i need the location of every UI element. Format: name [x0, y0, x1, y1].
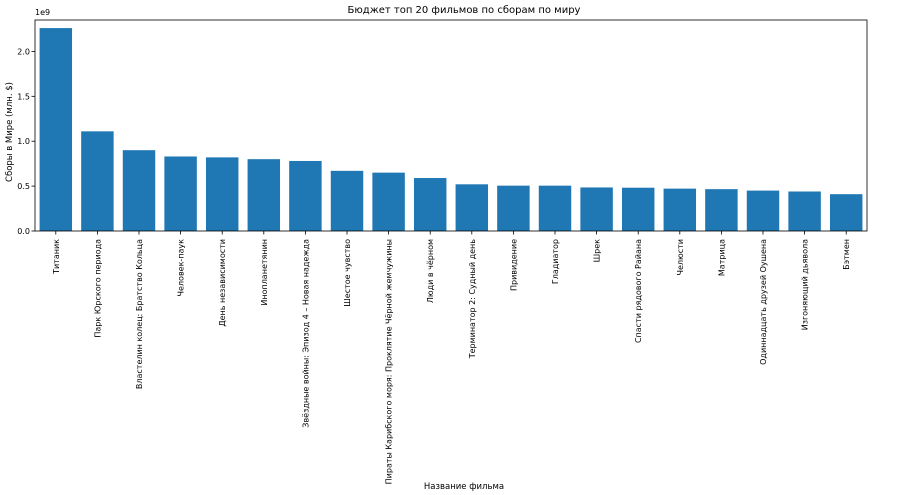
x-tick-label: Челюсти [676, 239, 685, 276]
bar [538, 185, 572, 231]
x-tick-label: Пираты Карибского моря: Проклятие Чёрной… [385, 239, 394, 484]
x-tick-label: Шестое чувство [343, 239, 352, 307]
x-tick-label: Матрица [717, 239, 726, 276]
bar [39, 28, 73, 231]
bar [497, 185, 530, 231]
x-tick-label: День независимости [218, 239, 227, 327]
x-tick-label: Человек-паук [177, 239, 186, 297]
x-tick-label: Гладиатор [551, 239, 560, 284]
x-tick-label: Одиннадцать друзей Оушена [759, 239, 768, 365]
bar [788, 191, 821, 231]
bar [829, 194, 863, 231]
y-tick-label: 0.0 [17, 227, 30, 236]
plot-frame [34, 19, 868, 232]
y-tick-label: 0.5 [17, 182, 30, 191]
bar [621, 187, 655, 231]
bar [663, 188, 697, 231]
bar [122, 150, 156, 231]
x-tick-label: Инопланетянин [260, 239, 269, 306]
x-tick-label: Спасти рядового Райана [634, 239, 643, 343]
bar [705, 189, 738, 231]
x-tick-label: Парк Юрского периода [93, 239, 102, 338]
bar [746, 190, 780, 231]
x-axis-label: Название фильма [424, 482, 504, 492]
x-tick-label: Шрек [593, 239, 602, 263]
bar [81, 131, 114, 231]
y-tick-label: 1.0 [17, 137, 30, 146]
y-axis-label: Сборы в Мире (млн. $) [5, 82, 15, 182]
bar [289, 160, 322, 231]
y-tick-label: 2.0 [17, 47, 30, 56]
x-tick-label: Звёздные войны: Эпизод 4 – Новая надежда [301, 239, 310, 428]
bar [580, 187, 613, 231]
x-tick-label: Привидение [509, 239, 518, 291]
bar [247, 159, 281, 231]
x-tick-label: Терминатор 2: Судный день [468, 239, 477, 360]
y-offset-label: 1e9 [35, 8, 50, 17]
x-tick-label: Бэтмен [842, 239, 851, 270]
x-tick-label: Изгоняющий дьявола [801, 239, 810, 330]
bar [455, 184, 489, 231]
x-tick-label: Властелин колец: Братство Кольца [135, 239, 144, 389]
bar [205, 157, 239, 231]
bar [413, 178, 447, 231]
y-tick-label: 1.5 [17, 92, 30, 101]
x-tick-label: Титаник [52, 239, 61, 275]
bar [164, 156, 197, 231]
chart-title: Бюджет топ 20 фильмов по сборам по миру [348, 5, 581, 16]
bar [330, 170, 364, 231]
x-tick-label: Люди в чёрном [426, 239, 435, 303]
bar [372, 172, 405, 231]
